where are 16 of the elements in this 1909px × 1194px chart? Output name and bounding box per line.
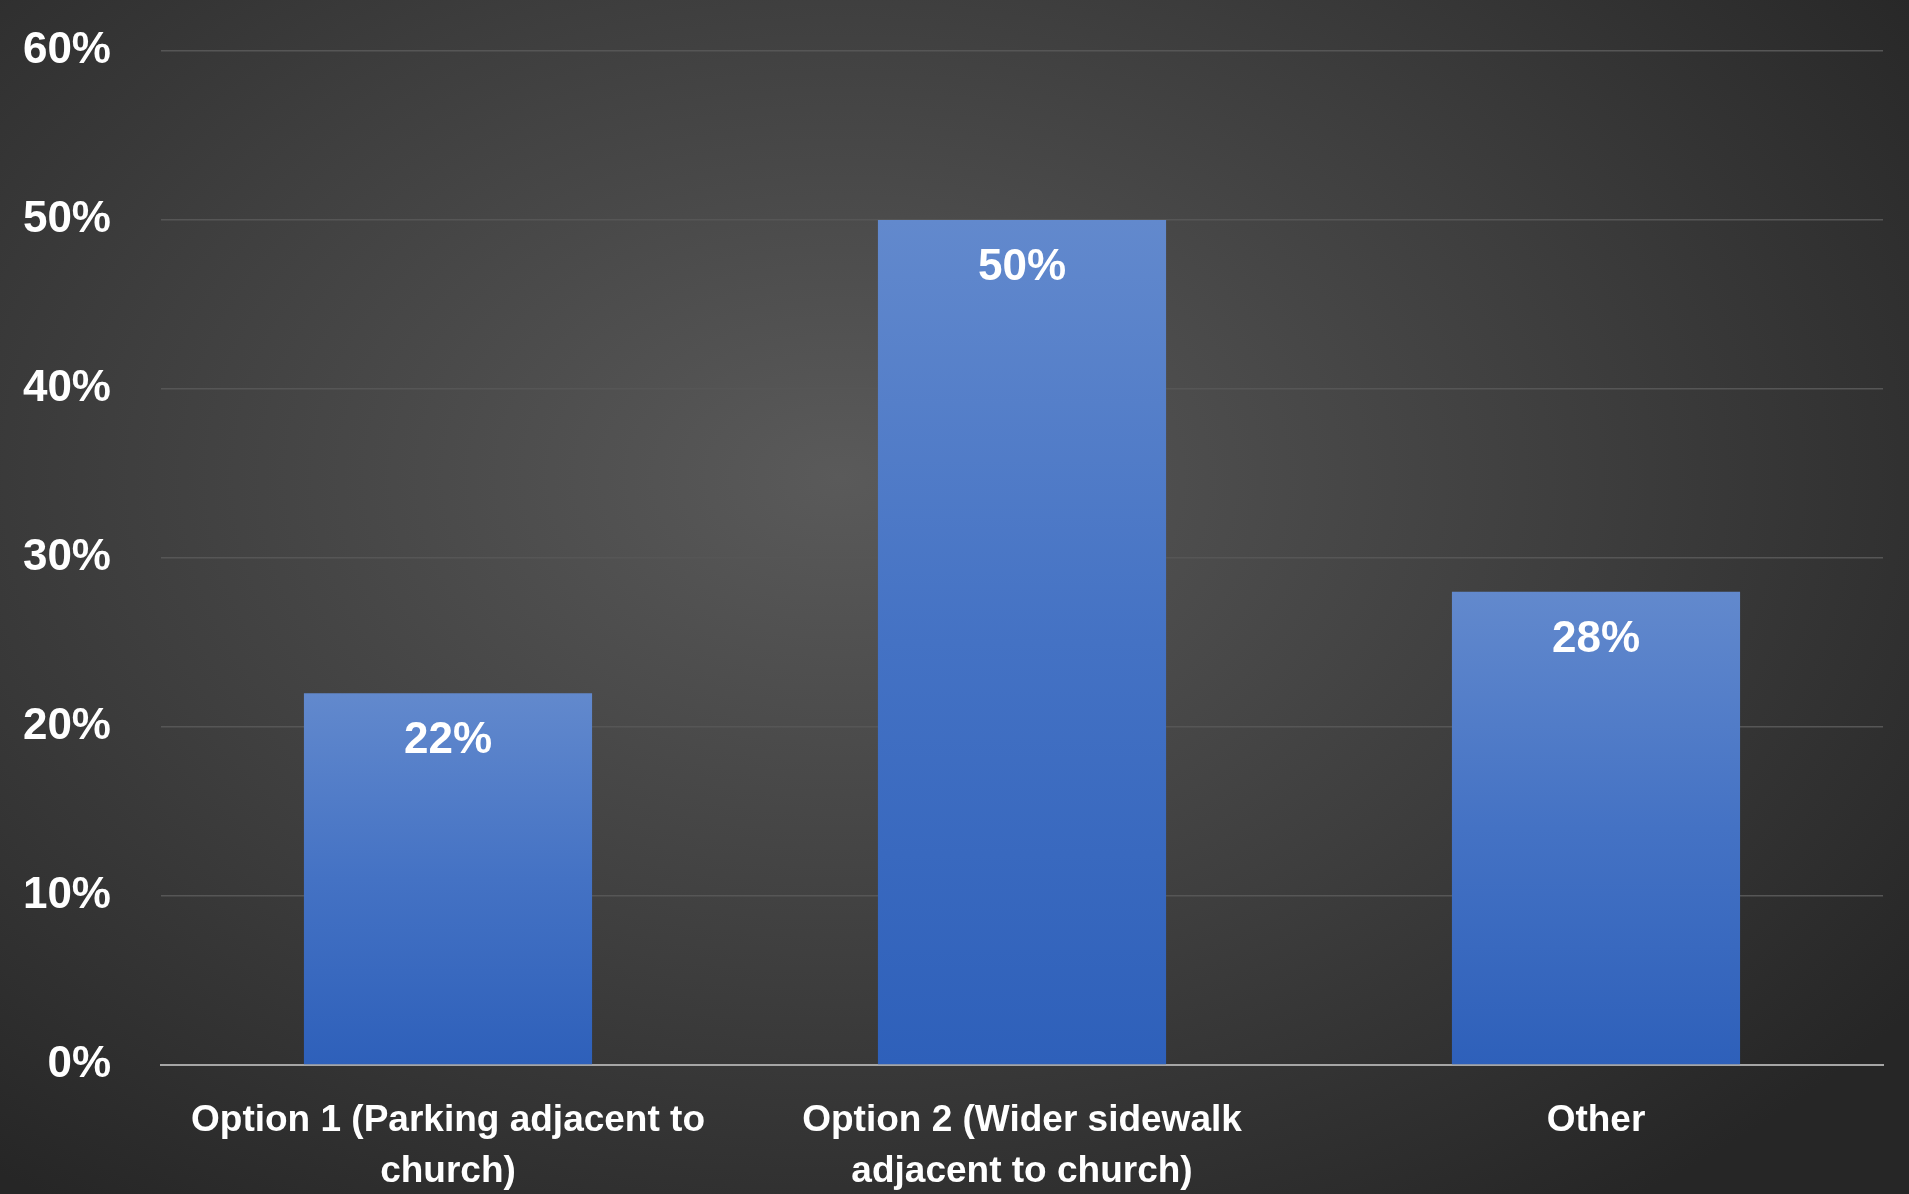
x-tick-label: Option 2 (Wider sidewalk adjacent to church) (802, 1097, 1243, 1190)
y-tick-label: 30% (22, 530, 111, 580)
y-tick-label: 20% (22, 699, 111, 749)
x-tick-label: Option 1 (Parking adjacent to church) (191, 1097, 705, 1190)
y-tick-label: 50% (22, 192, 111, 242)
data-label: 28% (1551, 611, 1641, 661)
data-label: 50% (977, 240, 1067, 290)
y-tick-label: 0% (47, 1037, 111, 1087)
bar (303, 693, 593, 1065)
y-tick-label: 60% (22, 23, 111, 73)
y-tick-label: 40% (22, 361, 111, 411)
bar (1451, 591, 1741, 1065)
x-tick-label: Other (1546, 1097, 1646, 1139)
bar (877, 220, 1167, 1065)
y-tick-label: 10% (22, 868, 111, 918)
data-label: 22% (403, 713, 493, 763)
